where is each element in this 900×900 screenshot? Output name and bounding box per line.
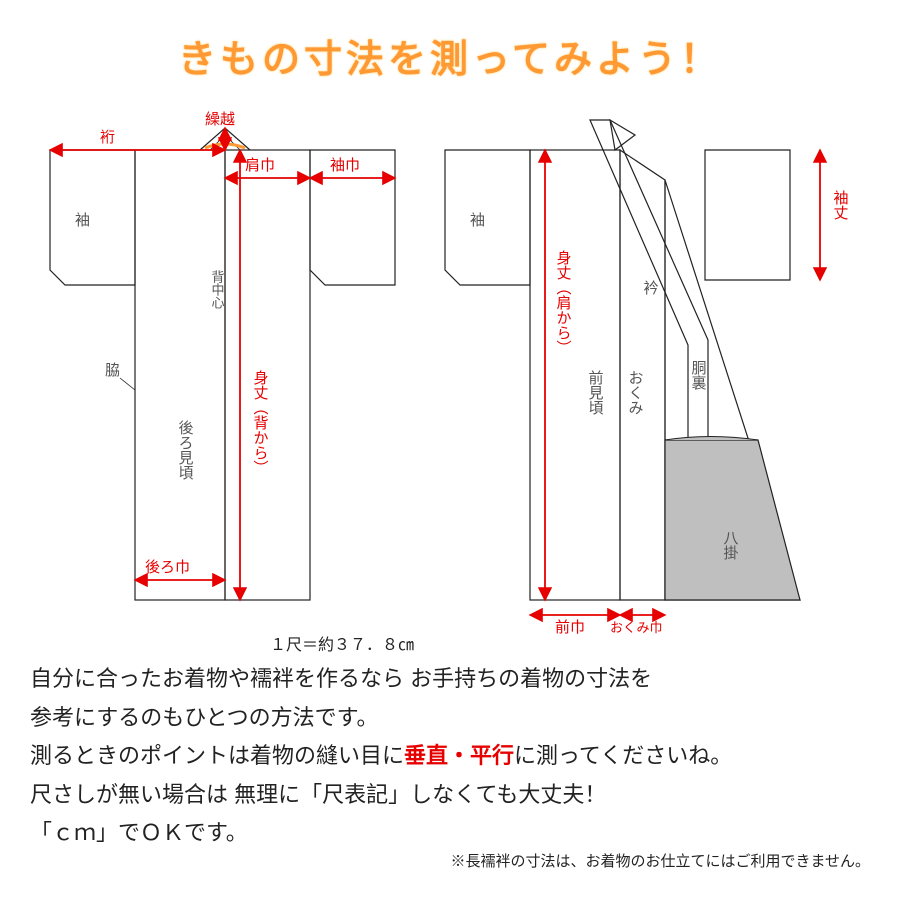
body-emphasis: 垂直・平行: [404, 743, 514, 768]
label-mae-haba: 前巾: [555, 619, 585, 636]
kimono-diagram: .ln { stroke:#222; stroke-width:1.2; fil…: [0, 80, 900, 660]
body-line1b: 参考にするのもひとつの方法です。: [30, 705, 378, 730]
footnote: ※長襦袢の寸法は、お着物のお仕立てにはご利用できません。: [450, 850, 870, 871]
label-eri: 衿: [642, 280, 659, 295]
label-ushiro-migoro: 後ろ見頃: [177, 420, 194, 480]
label-hakkake: 八掛: [722, 530, 739, 561]
label-okumi-haba: おくみ巾: [610, 620, 663, 635]
body-line3: 尺さしが無い場合は 無理に「尺表記」しなくても大丈夫！: [30, 782, 606, 807]
back-view: 繰越 裄 肩巾 袖巾 身丈（背から） 後ろ巾 袖 背中心 脇 後ろ見頃: [50, 111, 395, 600]
label-kata-haba: 肩巾: [245, 157, 275, 174]
body-line2b: に測ってくださいね。: [514, 743, 732, 768]
label-okumi: おくみ: [627, 370, 644, 415]
label-mae-migoro: 前見頃: [587, 370, 604, 415]
label-sode-back: 袖: [75, 212, 90, 229]
body-line2a: 測るときのポイントは着物の縫い目に: [30, 743, 404, 768]
label-do-ura: 胴裏: [690, 360, 707, 391]
label-waki: 脇: [105, 362, 120, 379]
front-view: 袖丈 身丈（肩から） 前巾 おくみ巾 袖 衿 前見頃 おくみ 胴裏 八掛: [445, 120, 849, 636]
label-ushiro-haba: 後ろ巾: [145, 559, 190, 576]
label-sode-haba: 袖巾: [330, 157, 360, 174]
label-mitake-back: 身丈（背から）: [252, 370, 269, 475]
label-senaka: 背中心: [210, 270, 225, 309]
label-sode-front: 袖: [470, 212, 485, 229]
page-title: きもの寸法を測ってみよう！: [0, 28, 900, 83]
label-mitake-front: 身丈（肩から）: [555, 250, 572, 355]
body-line1a: 自分に合ったお着物や襦袢を作るなら お手持ちの着物の寸法を: [30, 666, 652, 691]
conversion-note: １尺＝約３７．８㎝: [270, 636, 414, 654]
label-sodetake: 袖丈: [832, 190, 849, 220]
label-kurikoshi: 繰越: [205, 111, 235, 128]
body-line4: 「ｃｍ」でＯＫです。: [30, 820, 248, 845]
label-yuki: 裄: [100, 129, 115, 146]
instruction-text: 自分に合ったお着物や襦袢を作るなら お手持ちの着物の寸法を 参考にするのもひとつ…: [30, 660, 870, 853]
